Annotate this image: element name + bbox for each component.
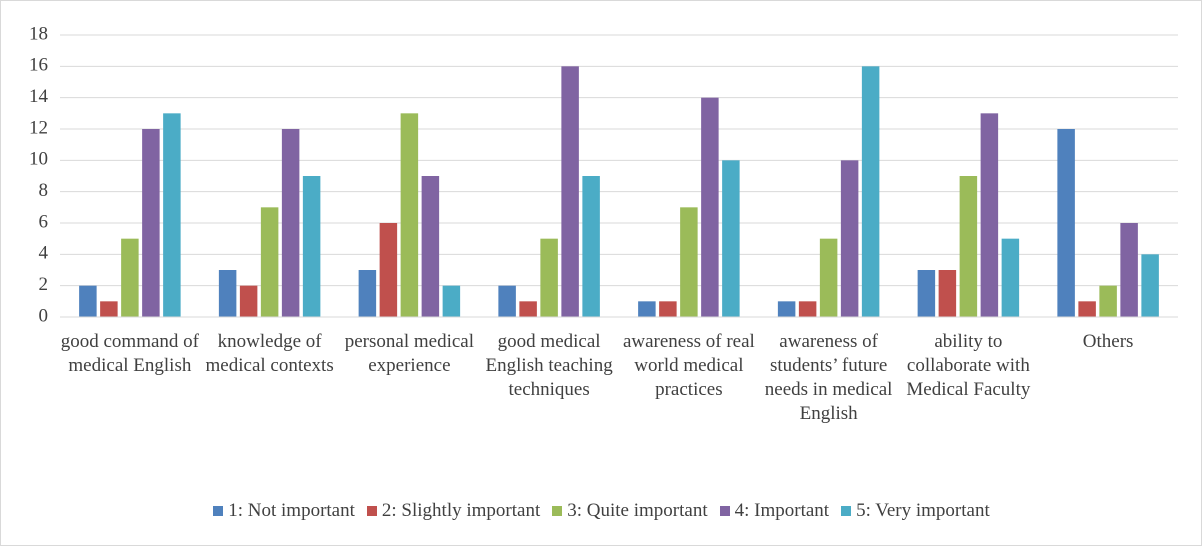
- x-tick-label: good command of medical English: [60, 331, 199, 376]
- bar: [777, 301, 796, 317]
- legend: 1: Not important 2: Slightly important 3: …: [0, 500, 1203, 522]
- y-tick-label: 14: [29, 86, 49, 107]
- legend-swatch: [213, 506, 224, 516]
- legend-swatch: [552, 506, 563, 516]
- bar: [701, 97, 719, 318]
- x-tick-label: good medical English teaching techniques: [485, 331, 613, 400]
- bar: [561, 66, 579, 317]
- bar: [1078, 301, 1096, 317]
- x-tick-label: awareness of students’ future needs in m…: [764, 331, 893, 424]
- legend-item: 2: Slightly important: [366, 500, 541, 522]
- bar: [281, 129, 300, 317]
- y-tick-label: 6: [39, 211, 49, 232]
- bar: [638, 301, 656, 317]
- legend-label: 2: Slightly important: [381, 500, 541, 521]
- bar: [980, 113, 999, 317]
- bar: [400, 113, 419, 317]
- bar: [917, 270, 936, 317]
- bar: [819, 238, 838, 317]
- bar: [358, 270, 377, 317]
- bar: [260, 207, 279, 317]
- bar: [442, 285, 461, 317]
- bar: [218, 270, 237, 317]
- bar: [680, 207, 698, 317]
- bar: [1141, 254, 1159, 317]
- x-tick-label: ability to collaborate with Medical Facu…: [906, 331, 1031, 400]
- x-tick-label: personal medical experience: [344, 331, 474, 376]
- legend-item: 3: Quite important: [552, 500, 708, 522]
- bar: [1001, 238, 1020, 317]
- bar: [100, 301, 118, 317]
- y-tick-label: 10: [29, 149, 48, 170]
- bar: [121, 238, 139, 317]
- bar: [163, 113, 181, 317]
- bar: [540, 238, 558, 317]
- y-tick-label: 12: [29, 117, 48, 138]
- y-tick-label: 2: [39, 274, 49, 295]
- legend-label: 4: Important: [734, 500, 830, 521]
- x-tick-label: Others: [1082, 331, 1134, 352]
- legend-swatch: [366, 506, 377, 516]
- legend-swatch: [719, 506, 730, 516]
- y-tick-label: 18: [29, 23, 48, 44]
- bar: [421, 176, 440, 317]
- bar: [938, 270, 957, 317]
- bar: [959, 176, 978, 317]
- bar: [498, 285, 516, 317]
- bar: [798, 301, 817, 317]
- bar: [1120, 223, 1138, 317]
- bar: [840, 160, 859, 317]
- y-tick-label: 0: [39, 305, 49, 326]
- bar: [79, 285, 97, 317]
- bar: [582, 176, 600, 317]
- bar: [379, 223, 398, 317]
- legend-swatch: [841, 506, 852, 516]
- legend-item: 1: Not important: [213, 500, 355, 522]
- legend-label: 3: Quite important: [567, 500, 708, 521]
- bar: [302, 176, 321, 317]
- legend-item: 4: Important: [719, 500, 830, 522]
- x-tick-label: knowledge of medical contexts: [205, 331, 334, 376]
- bar: [142, 129, 160, 317]
- bar: [659, 301, 677, 317]
- y-tick-label: 16: [29, 55, 48, 76]
- x-tick-label: awareness of real world medical practice…: [622, 331, 755, 400]
- legend-item: 5: Very important: [841, 500, 990, 522]
- bar: [239, 285, 258, 317]
- bar: [1099, 285, 1117, 317]
- bar: [1057, 129, 1075, 317]
- legend-label: 1: Not important: [228, 500, 355, 521]
- y-tick-label: 8: [39, 180, 49, 201]
- bar: [722, 160, 740, 317]
- legend-label: 5: Very important: [856, 500, 990, 521]
- y-tick-label: 4: [39, 243, 49, 264]
- bar: [861, 66, 880, 317]
- bar: [519, 301, 537, 317]
